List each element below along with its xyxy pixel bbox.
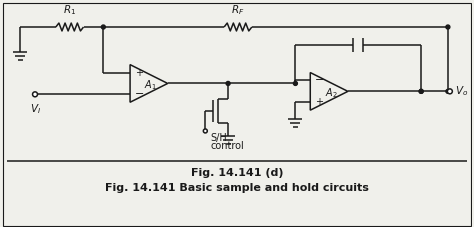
Circle shape bbox=[419, 89, 423, 93]
Text: $V_I$: $V_I$ bbox=[30, 102, 41, 116]
Circle shape bbox=[447, 89, 452, 94]
Text: −: − bbox=[315, 75, 325, 86]
Circle shape bbox=[419, 89, 423, 93]
Text: control: control bbox=[210, 141, 244, 151]
Circle shape bbox=[226, 81, 230, 85]
Text: −: − bbox=[135, 89, 145, 99]
Circle shape bbox=[446, 89, 450, 93]
Circle shape bbox=[293, 81, 297, 85]
Text: $A_1$: $A_1$ bbox=[145, 79, 157, 92]
Circle shape bbox=[203, 129, 207, 133]
Circle shape bbox=[33, 92, 37, 97]
Text: +: + bbox=[135, 68, 143, 78]
Circle shape bbox=[446, 25, 450, 29]
Circle shape bbox=[101, 25, 105, 29]
Text: S/H: S/H bbox=[210, 133, 227, 143]
Text: Fig. 14.141 Basic sample and hold circuits: Fig. 14.141 Basic sample and hold circui… bbox=[105, 183, 369, 193]
Text: $V_o$: $V_o$ bbox=[455, 84, 468, 98]
Text: Fig. 14.141 (d): Fig. 14.141 (d) bbox=[191, 168, 283, 178]
Text: $R_F$: $R_F$ bbox=[231, 3, 245, 17]
Text: +: + bbox=[315, 97, 323, 107]
Text: $A_2$: $A_2$ bbox=[325, 86, 337, 100]
Text: $R_1$: $R_1$ bbox=[63, 3, 76, 17]
